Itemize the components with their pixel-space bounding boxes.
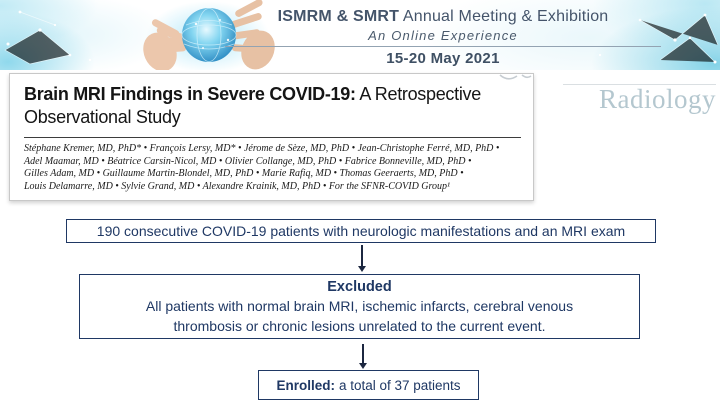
author-line: Adel Maamar, MD • Béatrice Carsin-Nicol,… [24,155,472,167]
paper-title: Brain MRI Findings in Severe COVID-19: A… [24,83,530,129]
banner-text-block: ISMRM & SMRT Annual Meeting & Exhibition… [225,7,661,67]
paper-title-strong: Brain MRI Findings in Severe COVID-19: [24,84,356,104]
conference-title: ISMRM & SMRT Annual Meeting & Exhibition [225,7,661,26]
enrolled-label: Enrolled: [276,377,335,393]
paper-title-card: Brain MRI Findings in Severe COVID-19: A… [9,73,534,201]
conference-title-rest: Annual Meeting & Exhibition [399,8,609,25]
author-line: Louis Delamarre, MD • Sylvie Grand, MD •… [24,180,451,192]
banner-divider [225,46,661,47]
enrolled-count: a total of 37 patients [338,377,461,393]
excluded-criteria-line: thrombosis or chronic lesions unrelated … [173,317,546,334]
flowchart-box-enrolled: Enrolled: a total of 37 patients [258,370,479,400]
flowchart-box-excluded: Excluded All patients with normal brain … [79,274,640,339]
paper-title-rest: A Retrospective Observational Study [24,84,481,127]
flow-arrow-down-2 [362,344,364,364]
flow-arrow-down-1-head [358,266,366,272]
conference-dates: 15-20 May 2021 [386,50,500,67]
excluded-heading: Excluded [327,279,392,295]
author-line: Gilles Adam, MD • Guillaume Martin-Blond… [24,168,464,179]
author-line: Stéphane Kremer, MD, PhD* • François Ler… [24,143,500,154]
cropped-figure-fragment [499,74,532,80]
flow-arrow-down-2-head [359,363,367,369]
radiology-journal-logo: Radiology [599,84,716,114]
flow-arrow-down-1 [361,245,363,267]
conference-title-strong: ISMRM & SMRT [277,8,400,25]
excluded-criteria-line: All patients with normal brain MRI, isch… [145,298,574,314]
author-list: Stéphane Kremer, MD, PhD* • François Ler… [24,143,520,193]
conference-subtitle: An Online Experience [368,28,518,43]
title-author-divider [24,137,521,138]
journal-divider-line [563,84,716,85]
flowchart-box-initial-cohort: 190 consecutive COVID-19 patients with n… [66,219,656,243]
conference-banner: ISMRM & SMRT Annual Meeting & Exhibition… [0,0,720,70]
